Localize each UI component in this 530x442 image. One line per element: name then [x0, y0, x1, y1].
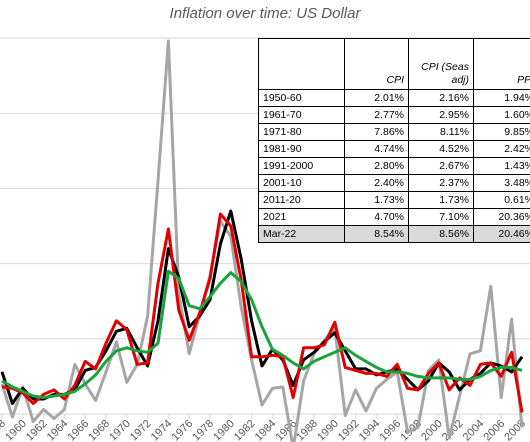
value-cell: 20.46% — [473, 225, 530, 243]
value-cell: 2.77% — [344, 106, 409, 124]
x-tick-label: 1994 — [357, 418, 383, 442]
row-label: 1961-70 — [258, 106, 345, 124]
x-tick-label: 1958 — [0, 418, 8, 442]
value-cell: 8.54% — [344, 225, 409, 243]
table-row: 1971-807.86%8.11%9.85% — [258, 123, 530, 141]
x-tick-label: 2008 — [502, 418, 528, 442]
row-label: 2001-10 — [258, 174, 345, 192]
value-cell: 4.70% — [344, 208, 409, 226]
chart-title: Inflation over time: US Dollar — [170, 5, 362, 22]
x-tick-label: 1974 — [149, 418, 175, 442]
x-tick-label: 2000 — [419, 418, 445, 442]
series-line — [1, 212, 524, 413]
value-cell: 1.43% — [473, 157, 530, 175]
x-tick-label: 1978 — [190, 418, 216, 442]
x-tick-label: 1990 — [315, 418, 341, 442]
x-tick-label: 1972 — [128, 418, 154, 442]
x-tick-label: 1980 — [211, 418, 237, 442]
x-tick-label: 1962 — [24, 418, 50, 442]
row-label: Mar-22 — [258, 225, 345, 243]
value-cell: 1.60% — [473, 106, 530, 124]
value-cell: 2.80% — [344, 157, 409, 175]
value-cell: 20.36% — [473, 208, 530, 226]
header-cell: PPI — [473, 38, 530, 90]
value-cell: 2.01% — [344, 89, 409, 107]
row-label: 2021 — [258, 208, 345, 226]
x-tick-label: 1964 — [45, 418, 71, 442]
header-cell: CPI (Seas adj) — [408, 38, 474, 90]
x-tick-label: 2004 — [461, 418, 487, 442]
table-row: Mar-228.54%8.56%20.46% — [258, 225, 530, 243]
table-row: 1950-602.01%2.16%1.94% — [258, 89, 530, 107]
x-tick-label: 1960 — [3, 418, 29, 442]
row-label: 1991-2000 — [258, 157, 345, 175]
value-cell: 2.16% — [408, 89, 474, 107]
row-label: 1971-80 — [258, 123, 345, 141]
table-row: 2011-201.73%1.73%0.61% — [258, 191, 530, 209]
header-cell — [258, 38, 345, 90]
row-label: 1981-90 — [258, 140, 345, 158]
value-cell: 2.37% — [408, 174, 474, 192]
value-cell: 1.94% — [473, 89, 530, 107]
table-row: 1961-702.77%2.95%1.60% — [258, 106, 530, 124]
value-cell: 1.73% — [408, 191, 474, 209]
value-cell: 1.73% — [344, 191, 409, 209]
value-cell: 2.40% — [344, 174, 409, 192]
value-cell: 8.56% — [408, 225, 474, 243]
value-cell: 2.95% — [408, 106, 474, 124]
x-tick-label: 1984 — [253, 418, 279, 442]
x-tick-label: 1982 — [232, 418, 258, 442]
header-cell: CPI — [344, 38, 409, 90]
x-tick-label: 1992 — [336, 418, 362, 442]
value-cell: 2.67% — [408, 157, 474, 175]
x-tick-label: 1968 — [86, 418, 112, 442]
value-cell: 3.48% — [473, 174, 530, 192]
value-cell: 7.86% — [344, 123, 409, 141]
value-cell: 4.74% — [344, 140, 409, 158]
row-label: 1950-60 — [258, 89, 345, 107]
value-cell: 0.61% — [473, 191, 530, 209]
value-cell: 4.52% — [408, 140, 474, 158]
table-row: 1981-904.74%4.52%2.42% — [258, 140, 530, 158]
row-label: 2011-20 — [258, 191, 345, 209]
value-cell: 8.11% — [408, 123, 474, 141]
series-line — [0, 39, 524, 442]
x-tick-label: 2006 — [482, 418, 508, 442]
value-cell: 2.42% — [473, 140, 530, 158]
series-line — [0, 209, 524, 405]
series-line — [1, 269, 523, 399]
x-tick-label: 1966 — [66, 418, 92, 442]
x-tick-label: 1970 — [107, 418, 133, 442]
value-cell: 9.85% — [473, 123, 530, 141]
x-tick-label: 1996 — [378, 418, 404, 442]
table-row: 2001-102.40%2.37%3.48% — [258, 174, 530, 192]
x-tick-label: 1976 — [170, 418, 196, 442]
value-cell: 7.10% — [408, 208, 474, 226]
